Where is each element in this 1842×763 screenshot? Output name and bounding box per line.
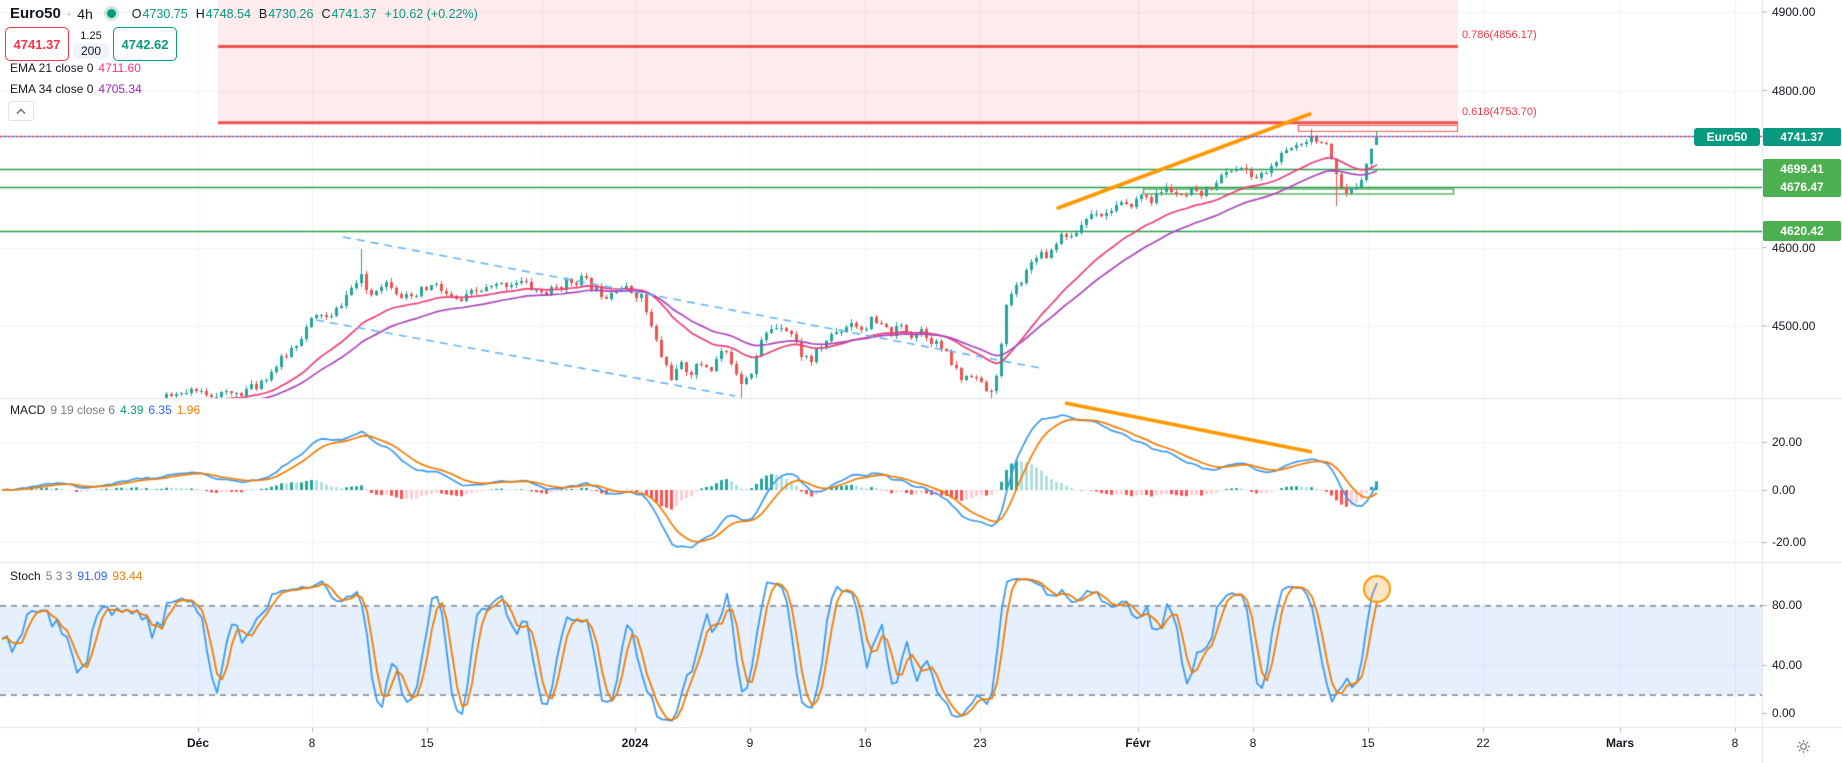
fib-level-label-0786: 0.786(4856.17) <box>1462 29 1537 41</box>
price-tick-label: 4800.00 <box>1772 83 1816 98</box>
stoch-k-value: 91.09 <box>77 569 108 583</box>
time-tick-label: Févr <box>1125 736 1151 750</box>
ohlc-values: O4730.75 H4748.54 B4730.26 C4741.37 +10.… <box>132 7 478 21</box>
macd-name: MACD <box>10 403 46 417</box>
ema34-value: 4705.34 <box>98 82 142 96</box>
time-tick-label: 8 <box>1731 736 1739 750</box>
legend-separator: · <box>66 6 72 21</box>
macd-line-value: 6.35 <box>148 403 172 417</box>
macd-legend[interactable]: MACD 9 19 close 6 4.39 6.35 1.96 <box>10 403 200 417</box>
price-axis[interactable]: 4900.00 4800.00 4600.00 4500.00 20.00 0.00 -20… <box>1763 0 1842 727</box>
time-tick-label: 8 <box>308 736 316 750</box>
stoch-name: Stoch <box>10 569 41 583</box>
time-tick-label: 22 <box>1476 736 1490 750</box>
symbol-price-badge: Euro50 <box>1694 128 1760 146</box>
price-tick-label: 20.00 <box>1772 435 1803 449</box>
macd-params: 9 19 close 6 <box>50 403 116 417</box>
stoch-d-value: 93.44 <box>112 569 143 583</box>
close-label: C <box>321 6 331 21</box>
price-tick-label: 0.00 <box>1772 483 1796 497</box>
ema21-value: 4711.60 <box>98 61 141 75</box>
price-level-badge: 4741.37 <box>1763 128 1841 146</box>
ema34-name: EMA 34 close 0 <box>10 82 94 96</box>
price-tick-label: 0.00 <box>1772 706 1796 720</box>
symbol-title[interactable]: Euro50 <box>10 5 61 22</box>
price-tick-label: -20.00 <box>1772 535 1807 549</box>
quantity-selector[interactable]: 200 <box>72 42 110 59</box>
price-tick-label: 4600.00 <box>1772 240 1816 255</box>
buy-button[interactable]: 4742.62 <box>113 27 177 61</box>
time-tick-label: 23 <box>973 736 987 750</box>
close-value: 4741.37 <box>331 6 377 21</box>
high-value: 4748.54 <box>205 6 251 21</box>
price-tick-label: 4500.00 <box>1772 319 1816 333</box>
time-tick-label: 16 <box>858 736 872 750</box>
time-axis[interactable]: Déc 8 15 2024 9 16 23 Févr 8 15 22 Mars 8 <box>0 728 1842 763</box>
stoch-legend[interactable]: Stoch 5 3 3 91.09 93.44 <box>10 569 142 583</box>
stoch-params: 5 3 3 <box>45 569 73 583</box>
data-status-icon[interactable] <box>106 9 116 18</box>
macd-hist-value: 4.39 <box>120 403 144 417</box>
price-tick-label: 40.00 <box>1772 658 1803 672</box>
low-value: 4730.26 <box>268 6 314 21</box>
sell-button[interactable]: 4741.37 <box>5 27 69 61</box>
time-tick-label: Mars <box>1605 736 1634 750</box>
collapse-legend-button[interactable] <box>8 101 34 121</box>
time-tick-label: Déc <box>186 736 209 750</box>
high-label: H <box>195 6 205 21</box>
time-tick-label: 9 <box>746 736 754 750</box>
gear-icon <box>1796 739 1810 753</box>
price-level-badge: 4699.41 <box>1763 159 1841 179</box>
time-tick-label: 15 <box>1361 736 1375 750</box>
price-tick-label: 4900.00 <box>1772 5 1816 19</box>
macd-signal-value: 1.96 <box>176 403 201 417</box>
open-value: 4730.75 <box>142 6 188 21</box>
price-level-badge: 4620.42 <box>1763 221 1841 241</box>
fib-level-label-0618: 0.618(4753.70) <box>1462 106 1537 118</box>
chevron-up-icon <box>16 107 26 114</box>
spread-value: 1.25 <box>80 29 102 42</box>
ema21-name: EMA 21 close 0 <box>10 61 94 75</box>
time-tick-label: 2024 <box>621 736 649 750</box>
change-value: +10.62 (+0.22%) <box>384 6 478 21</box>
ema21-legend[interactable]: EMA 21 close 0 4711.60 <box>10 61 141 75</box>
interval-label[interactable]: 4h <box>77 5 93 22</box>
time-tick-label: 15 <box>420 736 434 750</box>
time-tick-label: 8 <box>1249 736 1257 750</box>
ema34-legend[interactable]: EMA 34 close 0 4705.34 <box>10 82 142 96</box>
low-label: B <box>258 6 268 21</box>
symbol-legend: Euro50 · 4h O4730.75 H4748.54 B4730.26 C… <box>10 5 478 22</box>
time-axis-settings-button[interactable] <box>1792 735 1814 757</box>
price-tick-label: 80.00 <box>1772 598 1803 612</box>
price-level-badge: 4676.47 <box>1763 177 1841 197</box>
open-label: O <box>131 6 142 21</box>
trade-widget: 4741.37 1.25 200 4742.62 <box>5 27 177 61</box>
